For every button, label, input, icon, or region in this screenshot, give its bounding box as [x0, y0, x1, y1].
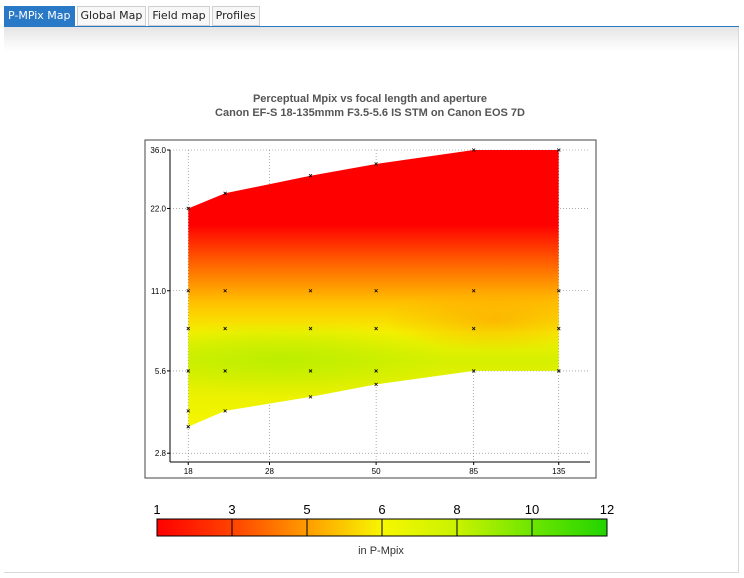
sample-point	[186, 409, 191, 413]
legend-tick-label: 1	[153, 502, 160, 517]
x-tick-label: 135	[552, 467, 566, 476]
chart-subtitle: Canon EF-S 18-135mmm F3.5-5.6 IS STM on …	[215, 107, 525, 119]
sample-point	[186, 424, 191, 429]
sample-point	[223, 369, 227, 373]
tab-p-mpix-map[interactable]: P-MPix Map	[4, 6, 75, 26]
tab-bar: P-MPix Map Global Map Field map Profiles	[4, 6, 260, 26]
tab-underline	[4, 26, 739, 27]
sample-point	[308, 326, 313, 331]
sample-point	[308, 173, 313, 178]
sample-point	[374, 288, 378, 293]
legend-tick-label: 12	[600, 502, 614, 517]
sample-point	[471, 148, 476, 152]
sample-point	[556, 148, 561, 152]
y-tick-label: 11.0	[151, 287, 167, 296]
y-tick-label: 5.6	[155, 367, 167, 376]
sample-points	[186, 148, 561, 429]
sample-point	[308, 288, 313, 293]
surface-warm-region	[384, 287, 559, 352]
sample-point	[186, 206, 191, 211]
sample-point	[556, 326, 561, 331]
color-legend: 1 3 5 6 8 10 12	[153, 502, 614, 537]
sample-point	[556, 288, 561, 293]
sample-point	[374, 369, 378, 373]
tab-field-map[interactable]: Field map	[148, 6, 210, 26]
sample-point	[374, 162, 378, 166]
sample-point	[223, 409, 227, 413]
sample-point	[223, 288, 227, 293]
legend-tick-label: 8	[453, 502, 460, 517]
header-band	[4, 27, 739, 53]
heatmap-surface	[188, 150, 559, 427]
legend-tick-label: 10	[525, 502, 539, 517]
x-tick-label: 28	[265, 467, 274, 476]
sample-point	[471, 326, 476, 331]
surface-fill	[188, 150, 559, 427]
sample-point	[308, 369, 313, 373]
x-tick-label: 85	[469, 467, 478, 476]
x-tick-label: 18	[184, 467, 193, 476]
sample-point	[223, 191, 227, 196]
panel-border-bottom	[4, 572, 739, 573]
sample-point	[308, 395, 313, 399]
sample-point	[471, 288, 476, 293]
y-tick-label: 22.0	[150, 204, 166, 213]
y-tick-label: 2.8	[155, 449, 167, 458]
sample-point	[374, 326, 378, 331]
panel-border-right	[738, 27, 739, 572]
sample-point	[374, 382, 378, 387]
chart-title: Perceptual Mpix vs focal length and aper…	[252, 93, 488, 105]
tab-profiles[interactable]: Profiles	[211, 6, 260, 26]
sample-point	[223, 326, 227, 331]
tab-global-map[interactable]: Global Map	[76, 6, 147, 26]
sample-point	[186, 326, 191, 331]
legend-unit-label: in P-Mpix	[358, 545, 404, 557]
sample-point	[186, 369, 191, 373]
legend-tick-label: 5	[303, 502, 310, 517]
sample-point	[471, 369, 476, 373]
y-tick-label: 36.0	[150, 146, 166, 155]
legend-tick-label: 3	[228, 502, 235, 517]
surface-highlight	[188, 320, 453, 397]
legend-tick-label: 6	[378, 502, 385, 517]
sample-point	[186, 288, 191, 293]
axes: 2.8 5.6 11.0 22.0 36.0 18 28 50 85 135	[150, 146, 590, 476]
x-tick-label: 50	[372, 467, 381, 476]
sample-point	[556, 369, 561, 373]
